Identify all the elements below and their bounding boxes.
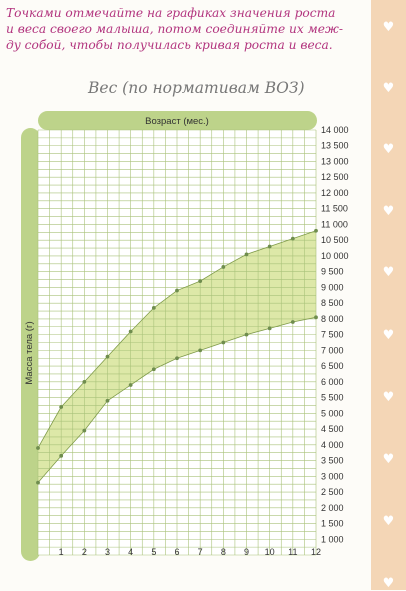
heart-icon: ♥ — [382, 328, 395, 343]
x-tick-label: 10 — [265, 547, 275, 557]
y-tick-label: 5 500 — [321, 393, 344, 403]
y-tick-label: 1 500 — [321, 519, 344, 529]
instructions-line-1: Точками отмечайте на графиках значения р… — [6, 6, 336, 20]
y-tick-label: 11 000 — [321, 219, 348, 229]
lower-curve-point — [82, 428, 87, 433]
lower-curve-point — [36, 480, 40, 485]
upper-curve-point — [36, 446, 40, 450]
y-tick-label: 1 000 — [321, 534, 344, 544]
instructions-line-2: и веса своего малыша, потом соединяйте и… — [6, 22, 343, 36]
y-tick-label: 6 000 — [321, 377, 344, 387]
heart-icon: ♥ — [382, 452, 395, 467]
y-tick-label: 9 000 — [321, 282, 344, 292]
y-tick-label: 13 500 — [321, 141, 349, 151]
lower-curve-point — [151, 367, 156, 372]
x-tick-label: 5 — [151, 547, 156, 557]
y-tick-label: 2 500 — [321, 487, 344, 497]
x-axis-title-bar — [38, 111, 317, 130]
heart-icon: ♥ — [382, 514, 395, 529]
lower-curve-point — [198, 348, 203, 353]
y-tick-label: 8 000 — [321, 314, 344, 324]
upper-curve-point — [175, 288, 179, 293]
instructions-line-3: ду собой, чтобы получилась кривая роста … — [6, 38, 333, 52]
lower-curve-point — [267, 326, 272, 331]
y-tick-label: 9 500 — [321, 267, 344, 277]
x-tick-label: 4 — [128, 547, 133, 557]
heart-icon: ♥ — [382, 265, 395, 280]
upper-curve-point — [59, 405, 64, 409]
heart-icon: ♥ — [382, 204, 395, 219]
y-tick-label: 7 000 — [321, 345, 344, 355]
x-tick-label: 6 — [174, 547, 179, 557]
upper-curve-point — [267, 244, 272, 249]
x-tick-label: 11 — [288, 547, 297, 557]
chart-title: Вес (по нормативам ВОЗ) — [88, 79, 305, 97]
x-tick-label: 1 — [59, 547, 64, 557]
y-tick-label: 13 000 — [321, 156, 349, 166]
x-tick-label: 2 — [82, 547, 87, 557]
lower-curve-point — [290, 320, 295, 324]
x-axis-title: Возраст (мес.) — [145, 116, 209, 127]
upper-curve-point — [151, 305, 156, 310]
decorative-heart-strip: ♥ ♥ ♥ ♥ ♥ ♥ ♥ ♥ ♥ ♥ — [371, 0, 406, 591]
y-axis-title: Масса тела (г) — [24, 321, 35, 384]
upper-curve-point — [314, 228, 318, 233]
y-tick-label: 4 000 — [321, 440, 344, 450]
y-tick-label: 12 500 — [321, 172, 349, 182]
instructions-text: Точками отмечайте на графиках значения р… — [6, 5, 362, 53]
heart-icon: ♥ — [382, 20, 395, 35]
lower-curve-point — [244, 332, 249, 337]
y-tick-label: 7 500 — [321, 330, 344, 340]
heart-icon: ♥ — [382, 81, 395, 96]
x-tick-label: 9 — [244, 547, 249, 557]
upper-curve-point — [105, 354, 110, 359]
upper-curve-point — [290, 236, 295, 241]
lower-curve-point — [59, 453, 64, 458]
x-tick-label: 7 — [198, 547, 203, 557]
lower-curve-point — [105, 398, 110, 403]
y-tick-label: 10 500 — [321, 235, 349, 245]
y-tick-label: 5 000 — [321, 408, 344, 418]
upper-curve-point — [244, 252, 249, 257]
y-tick-label: 3 000 — [321, 471, 344, 481]
y-tick-label: 12 000 — [321, 188, 349, 198]
x-tick-label: 3 — [105, 547, 110, 557]
y-tick-label: 4 500 — [321, 424, 344, 434]
lower-curve-point — [128, 383, 133, 387]
heart-icon: ♥ — [382, 142, 395, 157]
y-tick-label: 11 500 — [321, 204, 348, 214]
lower-curve-point — [314, 315, 318, 320]
upper-curve-point — [198, 279, 203, 284]
lower-curve-point — [221, 340, 226, 345]
x-tick-label: 8 — [221, 547, 226, 557]
y-axis-title-bar — [21, 128, 40, 561]
heart-icon: ♥ — [382, 390, 395, 405]
x-tick-label: 12 — [311, 547, 321, 557]
y-tick-label: 3 500 — [321, 456, 344, 466]
lower-curve-point — [175, 356, 179, 361]
upper-curve-point — [128, 329, 133, 334]
y-tick-label: 6 500 — [321, 361, 344, 371]
y-tick-label: 14 000 — [321, 125, 349, 135]
y-tick-label: 2 000 — [321, 503, 344, 513]
y-tick-label: 10 000 — [321, 251, 349, 261]
upper-curve-point — [221, 265, 226, 269]
y-tick-label: 8 500 — [321, 298, 344, 308]
heart-icon: ♥ — [382, 576, 395, 591]
upper-curve-point — [82, 379, 87, 384]
